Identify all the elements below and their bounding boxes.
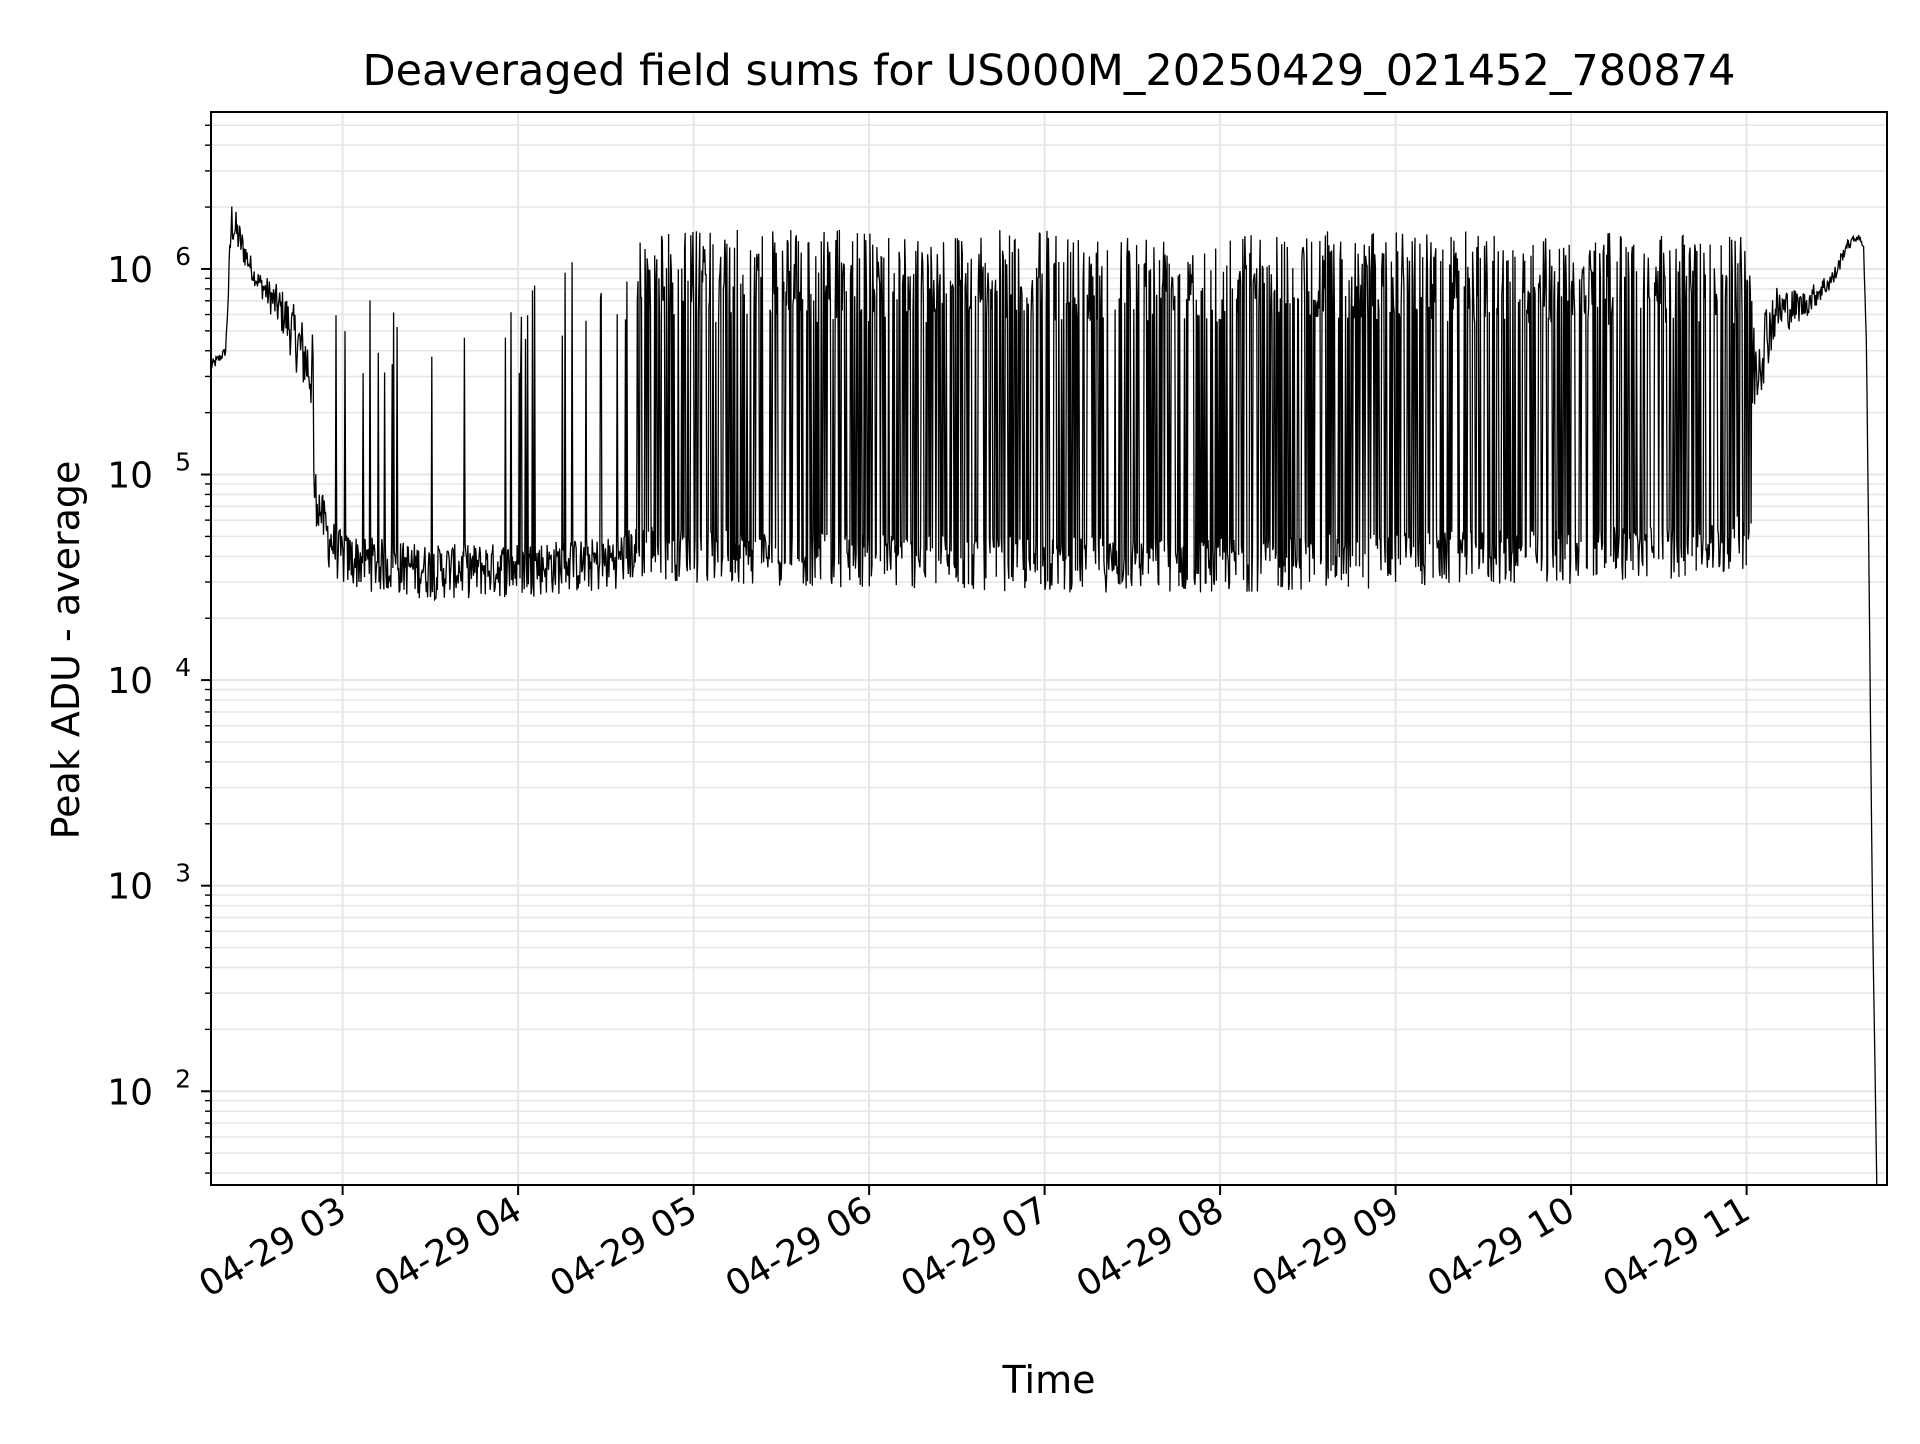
y-tick-exponent: 4 xyxy=(175,653,191,682)
grid xyxy=(211,112,1887,1185)
y-tick-exponent: 6 xyxy=(175,242,191,271)
chart-title: Deaveraged field sums for US000M_2025042… xyxy=(362,46,1735,96)
y-tick-label: 10 xyxy=(107,456,153,497)
series-line xyxy=(210,206,1878,1186)
y-tick-label: 10 xyxy=(107,250,153,291)
y-tick-label: 10 xyxy=(107,1072,153,1113)
plot-frame xyxy=(210,111,1888,1186)
x-axis-label: Time xyxy=(1002,1358,1096,1402)
y-tick-exponent: 5 xyxy=(175,448,191,477)
y-tick-exponent: 2 xyxy=(175,1064,191,1093)
y-tick-label: 10 xyxy=(107,661,153,702)
data-series xyxy=(210,206,1878,1186)
y-axis-label: Peak ADU - average xyxy=(44,461,88,840)
y-tick-label: 10 xyxy=(107,867,153,908)
y-tick-exponent: 3 xyxy=(175,859,191,888)
